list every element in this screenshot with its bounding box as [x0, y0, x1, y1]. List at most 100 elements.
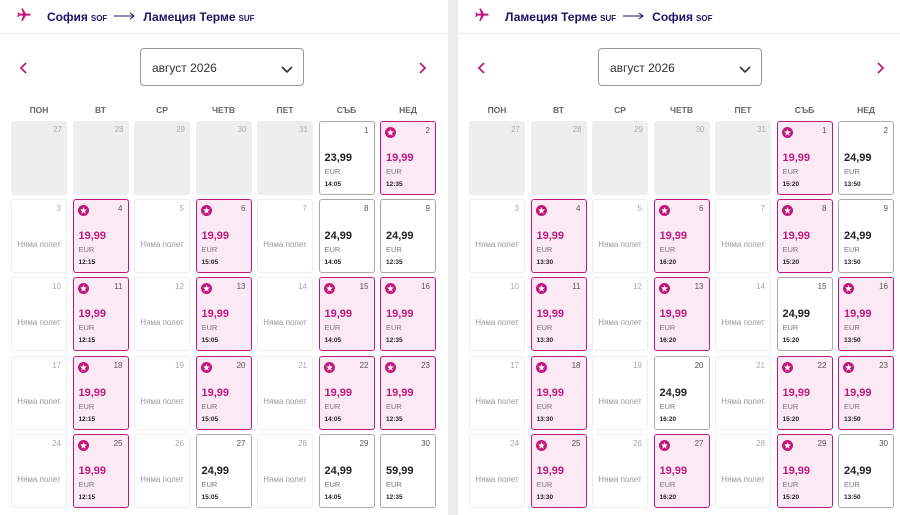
no-flight-note: Няма полет: [140, 318, 184, 328]
currency: EUR: [78, 245, 95, 255]
day-cell[interactable]: 6 19,99 EUR 15:05: [195, 199, 252, 274]
day-cell[interactable]: 29 24,99 EUR 14:05: [318, 433, 375, 508]
currency: EUR: [536, 479, 553, 489]
day-cell[interactable]: 9 24,99 EUR 12:35: [380, 199, 436, 274]
day-cell[interactable]: 27 19,99 EUR 16:20: [653, 433, 710, 508]
day-cell[interactable]: 23 19,99 EUR 12:35: [380, 355, 436, 430]
departure-time: 12:35: [386, 415, 403, 423]
day-cell[interactable]: 25 19,99 EUR 13:30: [530, 433, 587, 508]
day-cell[interactable]: 16 19,99 EUR 12:35: [380, 277, 436, 352]
day-cell[interactable]: 2 19,99 EUR 12:35: [380, 121, 436, 195]
day-number: 18: [571, 360, 581, 370]
day-cell[interactable]: 8 24,99 EUR 14:05: [318, 199, 375, 274]
day-cell[interactable]: 29 19,99 EUR 15:20: [776, 433, 833, 508]
day-cell: 12 Няма полет: [134, 277, 190, 352]
day-cell: 3 Няма полет: [11, 199, 67, 274]
currency: EUR: [386, 323, 402, 333]
price: 19,99: [659, 464, 688, 477]
day-number: 14: [298, 282, 307, 292]
currency: EUR: [201, 245, 218, 255]
day-number: 27: [236, 438, 246, 448]
currency: EUR: [782, 479, 799, 489]
month-select[interactable]: август 2026: [598, 48, 762, 86]
day-number: 15: [817, 282, 827, 292]
day-cell[interactable]: 18 19,99 EUR 12:15: [72, 355, 129, 430]
currency: EUR: [844, 245, 860, 255]
prev-month[interactable]: [17, 61, 31, 75]
day-cell[interactable]: 27 24,99 EUR 15:05: [195, 433, 252, 508]
day-cell[interactable]: 16 19,99 EUR 13:50: [838, 277, 894, 352]
day-cell[interactable]: 8 19,99 EUR 15:20: [776, 199, 833, 274]
day-cell[interactable]: 25 19,99 EUR 12:15: [72, 433, 129, 508]
day-cell[interactable]: 13 19,99 EUR 16:20: [653, 277, 710, 352]
promo-star: [385, 360, 396, 373]
day-cell: 29: [592, 121, 648, 195]
day-cell[interactable]: 15 19,99 EUR 14:05: [318, 277, 375, 352]
day-cell[interactable]: 20 24,99 EUR 16:20: [653, 355, 710, 430]
day-cell[interactable]: 4 19,99 EUR 12:15: [72, 199, 129, 274]
day-cell[interactable]: 30 24,99 EUR 13:50: [838, 433, 894, 508]
day-cell[interactable]: 13 19,99 EUR 15:05: [195, 277, 252, 352]
departure-time: 16:20: [659, 493, 677, 501]
price: 24,99: [844, 152, 872, 164]
price: 19,99: [201, 386, 230, 399]
promo-star: [658, 203, 670, 217]
day-number: 31: [757, 125, 766, 134]
price: 19,99: [536, 386, 565, 399]
day-number: 28: [756, 438, 765, 448]
day-cell[interactable]: 1 19,99 EUR 15:20: [776, 121, 833, 195]
no-flight-note: Няма полет: [598, 240, 642, 250]
day-cell[interactable]: 4 19,99 EUR 13:30: [530, 199, 587, 274]
next-month[interactable]: [415, 61, 429, 75]
currency: EUR: [386, 401, 402, 411]
day-cell[interactable]: 11 19,99 EUR 12:15: [72, 277, 129, 352]
no-flight-note: Няма полет: [475, 396, 519, 406]
no-flight-note: Няма полет: [721, 318, 765, 328]
no-flight-note: Няма полет: [140, 474, 184, 484]
month-select[interactable]: август 2026: [140, 48, 304, 86]
departure-time: 13:50: [844, 181, 861, 188]
prev-month[interactable]: [475, 61, 489, 75]
day-number: 1: [364, 126, 369, 135]
price: 24,99: [201, 464, 230, 477]
promo-star: [843, 360, 854, 373]
day-cell[interactable]: 2 24,99 EUR 13:50: [838, 121, 894, 195]
day-cell[interactable]: 9 24,99 EUR 13:50: [838, 199, 894, 274]
day-cell[interactable]: 18 19,99 EUR 13:30: [530, 355, 587, 430]
currency: EUR: [78, 323, 95, 333]
day-cell: 19 Няма полет: [134, 355, 190, 430]
day-cell: 21 Няма полет: [715, 355, 771, 430]
day-number: 4: [576, 204, 581, 214]
day-cell[interactable]: 6 19,99 EUR 16:20: [653, 199, 710, 274]
day-cell[interactable]: 15 24,99 EUR 15:20: [776, 277, 833, 352]
day-number: 23: [421, 360, 430, 370]
price: 19,99: [536, 308, 565, 321]
day-cell: 26 Няма полет: [134, 433, 190, 508]
price: 23,99: [324, 152, 353, 164]
day-cell[interactable]: 22 19,99 EUR 15:20: [776, 355, 833, 430]
price: 19,99: [201, 308, 230, 321]
day-cell[interactable]: 20 19,99 EUR 15:05: [195, 355, 252, 430]
day-cell[interactable]: 1 23,99 EUR 14:05: [318, 121, 375, 195]
day-number: 14: [756, 282, 765, 292]
next-month[interactable]: [873, 61, 887, 75]
currency: EUR: [659, 401, 676, 411]
day-cell[interactable]: 23 19,99 EUR 13:50: [838, 355, 894, 430]
day-cell: 29: [134, 121, 190, 195]
day-number: 20: [694, 360, 704, 370]
no-flight-note: Няма полет: [598, 318, 642, 328]
no-flight-note: Няма полет: [263, 396, 307, 406]
price: 19,99: [386, 152, 414, 164]
plane-icon: [16, 7, 32, 23]
day-number: 16: [879, 282, 888, 292]
no-flight-note: Няма полет: [475, 240, 519, 250]
day-cell[interactable]: 11 19,99 EUR 13:30: [530, 277, 587, 352]
day-cell: 7 Няма полет: [257, 199, 313, 274]
day-cell[interactable]: 22 19,99 EUR 14:05: [318, 355, 375, 430]
departure-time: 16:20: [659, 259, 677, 267]
day-number: 21: [756, 360, 765, 370]
day-cell: 28 Няма полет: [257, 433, 313, 508]
plane-icon: [474, 7, 490, 23]
day-cell[interactable]: 30 59,99 EUR 12:35: [380, 433, 436, 508]
price: 19,99: [536, 464, 565, 477]
